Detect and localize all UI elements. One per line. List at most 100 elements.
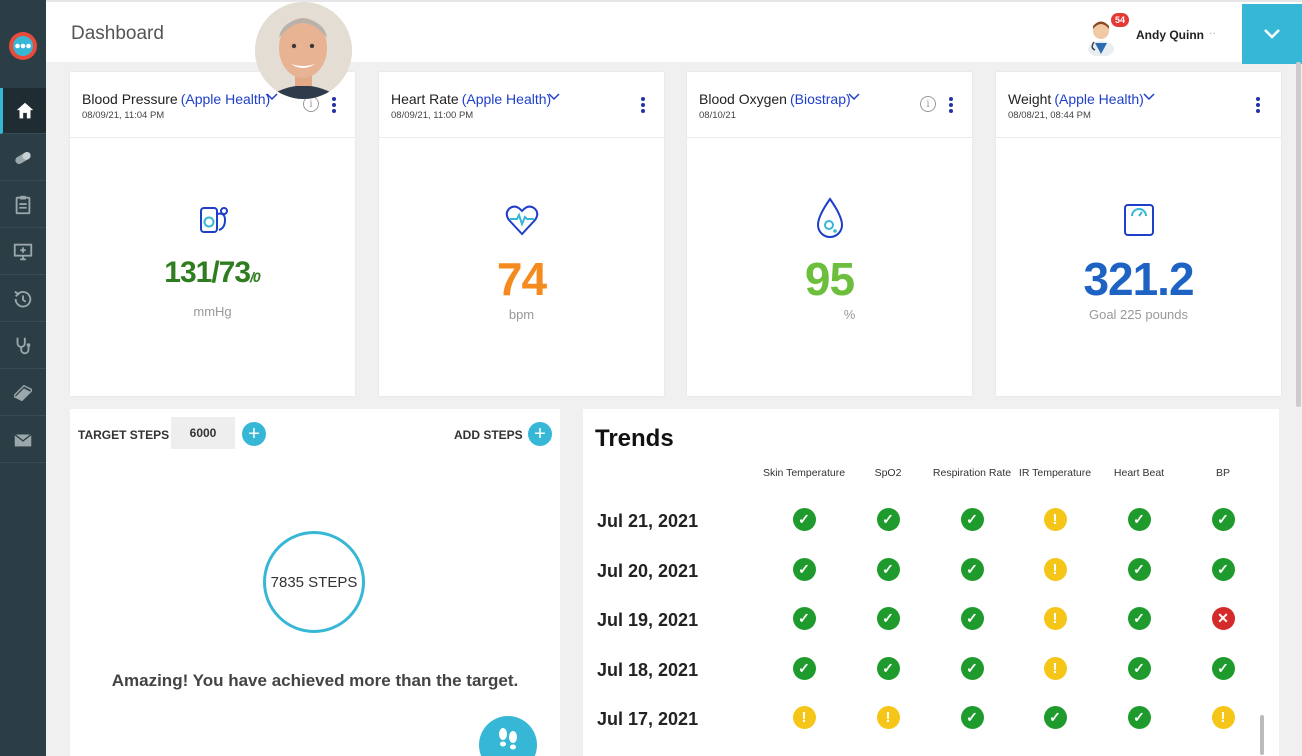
status-ok-icon: ✓ bbox=[876, 656, 900, 680]
status-ok-icon: ✓ bbox=[876, 606, 900, 630]
trends-scrollbar[interactable] bbox=[1260, 715, 1264, 755]
trend-column-header: BP bbox=[1215, 467, 1230, 479]
history-icon bbox=[14, 290, 32, 307]
sidebar-item-messages[interactable] bbox=[0, 417, 46, 463]
mail-icon bbox=[14, 433, 32, 446]
card-title-label: Blood Pressure bbox=[82, 91, 178, 107]
status-bad-icon: ✕ bbox=[1211, 606, 1235, 630]
card-source-link[interactable]: (Biostrap) bbox=[789, 91, 851, 107]
metric-value: 131/73/0 bbox=[70, 256, 355, 290]
card-source-link[interactable]: (Apple Health) bbox=[180, 91, 271, 107]
sidebar bbox=[0, 0, 46, 756]
card-header: Blood Oxygen (Biostrap) 08/10/21 i bbox=[687, 72, 972, 138]
increase-target-button[interactable]: + bbox=[242, 422, 266, 446]
app-logo-icon[interactable] bbox=[8, 31, 38, 61]
sidebar-item-medications[interactable] bbox=[0, 135, 46, 181]
footprints-icon bbox=[499, 728, 517, 750]
status-ok-icon: ✓ bbox=[1127, 606, 1151, 630]
add-steps-button[interactable]: + bbox=[528, 422, 552, 446]
metric-unit: % bbox=[843, 307, 856, 322]
info-icon[interactable]: i bbox=[920, 96, 936, 112]
blood-pressure-suffix: /0 bbox=[250, 269, 261, 285]
status-warn-icon: ! bbox=[1043, 606, 1067, 630]
status-ok-icon: ✓ bbox=[1211, 507, 1235, 531]
status-ok-icon: ✓ bbox=[792, 606, 816, 630]
blood-pressure-monitor-icon bbox=[199, 207, 228, 233]
status-ok-icon: ✓ bbox=[1043, 705, 1067, 729]
top-header: Dashboard 54 Andy Quinn ·· bbox=[46, 0, 1302, 64]
card-date: 08/10/21 bbox=[699, 110, 736, 121]
status-warn-icon: ! bbox=[792, 705, 816, 729]
stethoscope-icon bbox=[16, 337, 31, 354]
trend-row-date: Jul 19, 2021 bbox=[597, 610, 699, 630]
steps-panel: TARGET STEPS 6000 + ADD STEPS + 7835 STE… bbox=[70, 409, 560, 756]
status-ok-icon: ✓ bbox=[792, 557, 816, 581]
chevron-down-icon[interactable] bbox=[547, 90, 561, 104]
target-steps-input[interactable]: 6000 bbox=[171, 417, 235, 449]
profile-photo[interactable] bbox=[255, 2, 352, 99]
user-name[interactable]: Andy Quinn bbox=[1136, 28, 1204, 42]
trend-column-header: Heart Beat bbox=[1113, 467, 1165, 479]
card-date: 08/09/21, 11:04 PM bbox=[82, 110, 165, 121]
weight-card[interactable]: Weight (Apple Health) 08/08/21, 08:44 PM … bbox=[996, 72, 1281, 396]
status-ok-icon: ✓ bbox=[876, 557, 900, 581]
sidebar-item-home[interactable] bbox=[0, 88, 46, 134]
status-ok-icon: ✓ bbox=[876, 507, 900, 531]
card-date: 08/09/21, 11:00 PM bbox=[391, 110, 474, 121]
card-source-link[interactable]: (Apple Health) bbox=[461, 91, 552, 107]
sidebar-item-library[interactable] bbox=[0, 370, 46, 416]
card-title: Weight (Apple Health) bbox=[1008, 91, 1144, 107]
status-ok-icon: ✓ bbox=[960, 705, 984, 729]
sidebar-item-monitor[interactable] bbox=[0, 229, 46, 275]
trends-title: Trends bbox=[595, 425, 674, 452]
heart-rate-value: 74 bbox=[496, 253, 547, 305]
trends-panel: Trends Skin Temperature SpO2 Respiration R… bbox=[583, 409, 1279, 756]
more-options-icon[interactable] bbox=[332, 97, 336, 113]
status-ok-icon: ✓ bbox=[1127, 507, 1151, 531]
sidebar-item-history[interactable] bbox=[0, 276, 46, 322]
metric-unit: Goal 225 pounds bbox=[1088, 307, 1189, 322]
status-warn-icon: ! bbox=[1043, 656, 1067, 680]
card-title: Blood Pressure (Apple Health) bbox=[82, 91, 270, 107]
blood-oxygen-card[interactable]: Blood Oxygen (Biostrap) 08/10/21 i 95 % bbox=[687, 72, 972, 396]
status-ok-icon: ✓ bbox=[960, 557, 984, 581]
sidebar-item-health[interactable] bbox=[0, 323, 46, 369]
status-ok-icon: ✓ bbox=[1211, 656, 1235, 680]
steps-message: Amazing! You have achieved more than the… bbox=[111, 671, 519, 690]
trend-column-header: Respiration Rate bbox=[932, 467, 1012, 479]
status-warn-icon: ! bbox=[1211, 705, 1235, 729]
status-ok-icon: ✓ bbox=[1127, 557, 1151, 581]
status-ok-icon: ✓ bbox=[960, 606, 984, 630]
card-title: Blood Oxygen (Biostrap) bbox=[699, 91, 851, 107]
status-warn-icon: ! bbox=[876, 705, 900, 729]
chevron-down-icon[interactable] bbox=[1142, 90, 1156, 104]
user-menu-caret[interactable]: ·· bbox=[1209, 28, 1216, 39]
card-header: Blood Pressure (Apple Health) 08/09/21, 1… bbox=[70, 72, 355, 138]
trend-row-date: Jul 20, 2021 bbox=[597, 561, 699, 581]
blood-pressure-card[interactable]: Blood Pressure (Apple Health) 08/09/21, 1… bbox=[70, 72, 355, 396]
walk-button[interactable] bbox=[479, 716, 537, 756]
heart-pulse-icon bbox=[505, 205, 538, 236]
doctor-avatar-icon[interactable] bbox=[1084, 16, 1118, 56]
status-warn-icon: ! bbox=[1043, 557, 1067, 581]
chevron-down-icon bbox=[1264, 29, 1280, 39]
chevron-down-icon[interactable] bbox=[847, 90, 861, 104]
heart-rate-card[interactable]: Heart Rate (Apple Health) 08/09/21, 11:00… bbox=[379, 72, 664, 396]
more-options-icon[interactable] bbox=[1256, 97, 1260, 113]
card-source-link[interactable]: (Apple Health) bbox=[1054, 91, 1144, 107]
more-options-icon[interactable] bbox=[641, 97, 645, 113]
sidebar-item-tasks[interactable] bbox=[0, 182, 46, 228]
trend-column-header: SpO2 bbox=[874, 467, 902, 479]
header-dropdown-button[interactable] bbox=[1242, 4, 1302, 64]
blood-oxygen-value: 95 bbox=[804, 253, 855, 305]
notification-badge[interactable]: 54 bbox=[1111, 13, 1129, 27]
trend-column-header: Skin Temperature bbox=[762, 467, 846, 479]
more-options-icon[interactable] bbox=[949, 97, 953, 113]
card-title: Heart Rate (Apple Health) bbox=[391, 91, 551, 107]
page-scrollbar[interactable] bbox=[1296, 62, 1301, 407]
status-ok-icon: ✓ bbox=[792, 507, 816, 531]
card-title-label: Heart Rate bbox=[391, 91, 459, 107]
status-ok-icon: ✓ bbox=[1211, 557, 1235, 581]
chevron-down-icon[interactable] bbox=[265, 90, 279, 104]
steps-count-ring: 7835 STEPS bbox=[263, 531, 365, 633]
